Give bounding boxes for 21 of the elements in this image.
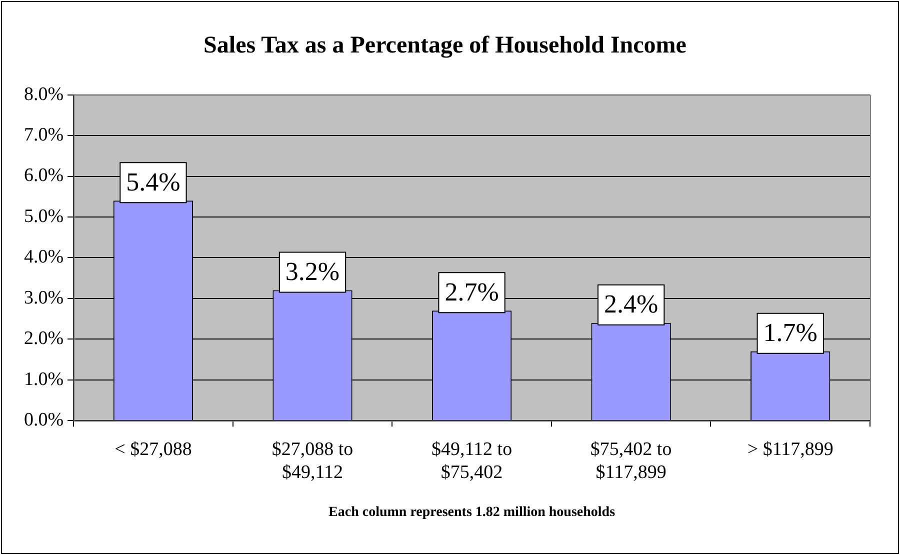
- data-label: 1.7%: [763, 318, 818, 348]
- y-tick-label: 3.0%: [24, 287, 64, 308]
- x-tick-label: $49,112 to $75,402: [432, 438, 512, 483]
- y-tick-label: 5.0%: [24, 206, 64, 227]
- data-label: 2.4%: [604, 290, 658, 319]
- y-tick-label: 1.0%: [24, 368, 64, 390]
- y-tick-label: 0.0%: [24, 410, 64, 431]
- y-tick-label: 2.0%: [24, 328, 64, 350]
- chart-title: Sales Tax as a Percentage of Household Income: [204, 32, 687, 59]
- data-label: 5.4%: [126, 168, 180, 197]
- y-tick-label: 7.0%: [24, 124, 64, 146]
- x-tick-label: > $117,899: [747, 438, 834, 460]
- x-tick-label: $75,402 to $117,899: [590, 438, 672, 483]
- x-tick-label: < $27,088: [114, 438, 192, 460]
- y-tick-label: 4.0%: [24, 246, 64, 268]
- x-tick-label: $27,088 to $49,112: [272, 438, 354, 483]
- y-tick-label: 6.0%: [24, 165, 64, 186]
- data-label: 2.7%: [444, 277, 499, 306]
- y-tick-label: 8.0%: [24, 84, 64, 105]
- data-label: 3.2%: [285, 257, 340, 286]
- x-axis-title: Each column represents 1.82 million households: [328, 505, 616, 520]
